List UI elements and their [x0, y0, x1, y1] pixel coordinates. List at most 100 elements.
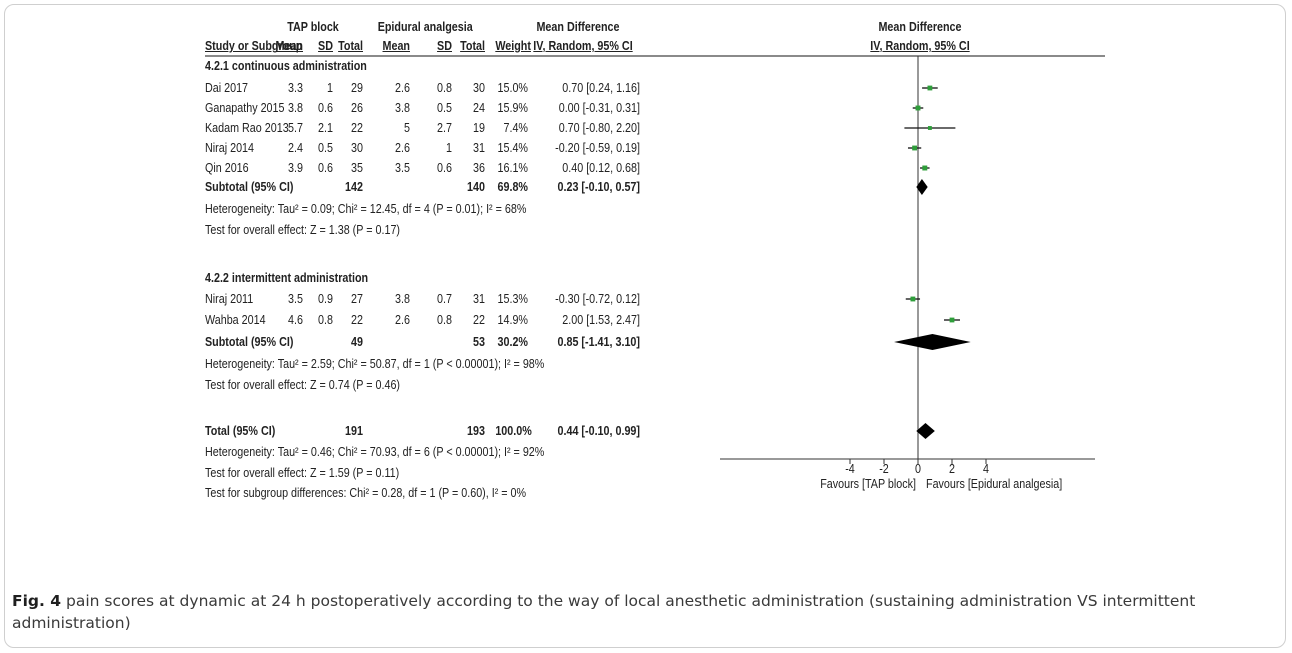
study-ci: -0.20 [-0.59, 0.19] [555, 141, 640, 155]
study-total1: 30 [351, 141, 363, 155]
study-ci: 0.70 [-0.80, 2.20] [558, 121, 640, 135]
study-name: Wahba 2014 [205, 313, 266, 327]
study-total1: 22 [351, 121, 363, 135]
subgroup-differences: Test for subgroup differences: Chi² = 0.… [205, 486, 527, 500]
subgroup2-heterogeneity: Heterogeneity: Tau² = 2.59; Chi² = 50.87… [205, 357, 545, 371]
favours-left-label: Favours [TAP block] [820, 477, 916, 491]
study-total2: 31 [473, 292, 485, 306]
study-total1: 27 [351, 292, 363, 306]
subtotal2-total2: 53 [473, 335, 485, 349]
header-sd1: SD [318, 39, 333, 53]
figure-frame [4, 4, 1286, 648]
subtotal1-total1: 142 [345, 180, 363, 194]
study-total1: 22 [351, 313, 363, 327]
study-weight: 15.9% [497, 101, 528, 115]
x-tick-label: -4 [845, 462, 855, 476]
study-mean2: 3.5 [395, 161, 410, 175]
study-sd2: 1 [446, 141, 452, 155]
study-point [927, 126, 932, 130]
subtotal1-ci: 0.23 [-0.10, 0.57] [557, 180, 640, 194]
study-weight: 15.0% [497, 81, 528, 95]
subtotal-diamond [894, 334, 971, 350]
header-sd2: SD [437, 39, 452, 53]
study-sd1: 0.6 [318, 101, 333, 115]
total-label: Total (95% CI) [205, 424, 276, 438]
study-total1: 29 [351, 81, 363, 95]
study-mean2: 3.8 [395, 101, 410, 115]
header-total1: Total [338, 39, 363, 53]
total-total2: 193 [467, 424, 485, 438]
study-mean1: 2.4 [288, 141, 303, 155]
forest-plot-figure: TAP block Epidural analgesia Mean Differ… [200, 20, 1200, 582]
subtotal2-label: Subtotal (95% CI) [205, 335, 294, 349]
study-point [949, 317, 955, 323]
header-md-right-sub: IV, Random, 95% CI [870, 39, 970, 53]
total-heterogeneity: Heterogeneity: Tau² = 0.46; Chi² = 70.93… [205, 445, 545, 459]
study-name: Kadam Rao 2013 [205, 121, 289, 135]
study-weight: 15.4% [497, 141, 528, 155]
header-group2: Epidural analgesia [377, 20, 473, 34]
study-mean2: 2.6 [395, 81, 410, 95]
study-sd2: 0.7 [437, 292, 452, 306]
subgroup1-heterogeneity: Heterogeneity: Tau² = 0.09; Chi² = 12.45… [205, 202, 527, 216]
header-md-left-sub: IV, Random, 95% CI [533, 39, 633, 53]
study-name: Dai 2017 [205, 81, 249, 95]
header-total2: Total [460, 39, 485, 53]
forest-plot-svg [205, 55, 1105, 464]
subtotal2-weight: 30.2% [497, 335, 528, 349]
study-sd1: 2.1 [318, 121, 333, 135]
study-weight: 7.4% [503, 121, 528, 135]
header-weight: Weight [495, 39, 531, 53]
study-sd2: 0.5 [437, 101, 452, 115]
study-mean2: 5 [404, 121, 410, 135]
caption-text: pain scores at dynamic at 24 h postopera… [12, 592, 1196, 632]
header-mean1: Mean [275, 39, 303, 53]
total-weight: 100.0% [495, 424, 532, 438]
total-overall-effect: Test for overall effect: Z = 1.59 (P = 0… [205, 466, 400, 480]
study-total2: 30 [473, 81, 485, 95]
study-mean1: 3.3 [288, 81, 303, 95]
study-mean1: 3.8 [288, 101, 303, 115]
study-sd1: 0.6 [318, 161, 333, 175]
study-weight: 15.3% [497, 292, 528, 306]
study-point [915, 105, 921, 111]
study-weight: 16.1% [497, 161, 528, 175]
caption-label: Fig. 4 [12, 592, 62, 610]
header-md-left: Mean Difference [536, 20, 620, 34]
x-tick-label: 2 [949, 462, 955, 476]
study-sd1: 1 [327, 81, 333, 95]
study-name: Qin 2016 [205, 161, 249, 175]
study-point [927, 85, 933, 91]
figure-caption: Fig. 4 pain scores at dynamic at 24 h po… [12, 590, 1272, 634]
subgroup2-overall-effect: Test for overall effect: Z = 0.74 (P = 0… [205, 378, 401, 392]
study-ci: 0.70 [0.24, 1.16] [562, 81, 640, 95]
header-md-right: Mean Difference [878, 20, 962, 34]
subtotal1-weight: 69.8% [497, 180, 528, 194]
study-point [910, 296, 916, 302]
study-total1: 26 [351, 101, 363, 115]
study-name: Niraj 2011 [205, 292, 254, 306]
study-total2: 31 [473, 141, 485, 155]
header-study: Study or Subgroup [205, 39, 303, 53]
subtotal-diamond [916, 179, 928, 195]
study-total1: 35 [351, 161, 363, 175]
x-tick-label: 0 [915, 462, 921, 476]
study-sd1: 0.8 [318, 313, 333, 327]
study-sd2: 2.7 [437, 121, 452, 135]
study-point [922, 165, 928, 171]
study-total2: 19 [473, 121, 485, 135]
study-mean1: 4.6 [288, 313, 303, 327]
subtotal2-ci: 0.85 [-1.41, 3.10] [557, 335, 640, 349]
subtotal2-total1: 49 [351, 335, 363, 349]
study-sd1: 0.9 [318, 292, 333, 306]
study-sd2: 0.8 [437, 313, 452, 327]
header-mean2: Mean [382, 39, 410, 53]
study-sd2: 0.6 [437, 161, 452, 175]
study-total2: 36 [473, 161, 485, 175]
study-name: Ganapathy 2015 [205, 101, 285, 115]
subtotal1-total2: 140 [467, 180, 485, 194]
subgroup2-title: 4.2.2 intermittent administration [205, 271, 369, 285]
study-total2: 22 [473, 313, 485, 327]
study-mean2: 3.8 [395, 292, 410, 306]
total-diamond [916, 423, 935, 439]
